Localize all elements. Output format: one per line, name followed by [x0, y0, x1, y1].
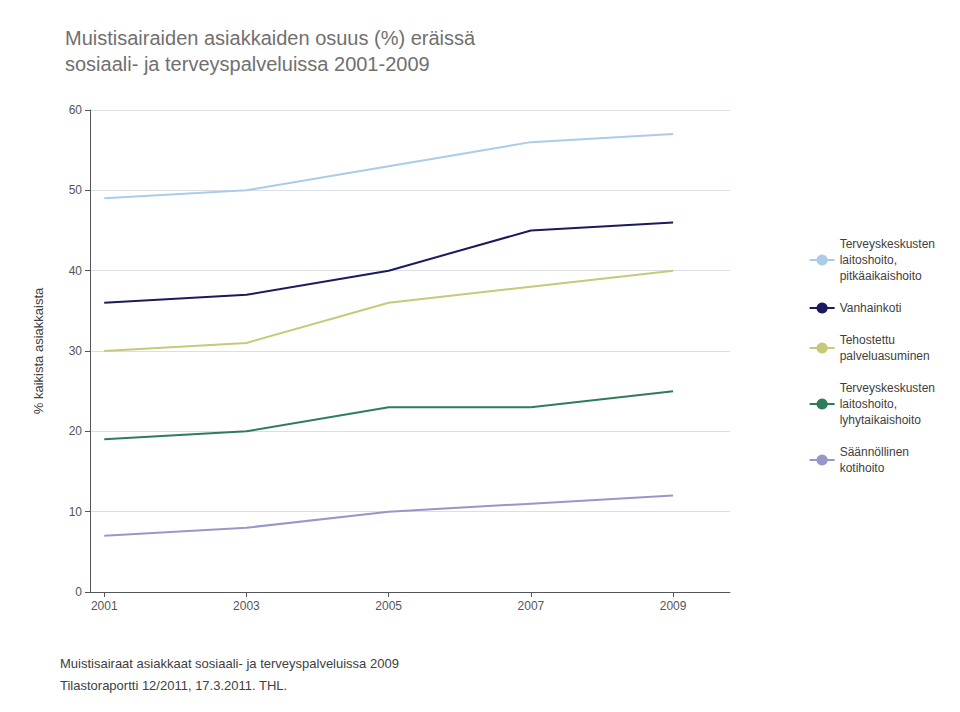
svg-text:% kaikista asiakkaista: % kaikista asiakkaista [31, 287, 46, 414]
svg-text:lyhytaikaishoito: lyhytaikaishoito [840, 413, 922, 427]
svg-text:Terveyskeskusten: Terveyskeskusten [840, 237, 935, 251]
svg-text:2007: 2007 [518, 599, 545, 613]
svg-text:10: 10 [69, 505, 83, 519]
svg-text:2009: 2009 [660, 599, 687, 613]
svg-text:20: 20 [69, 424, 83, 438]
svg-text:laitoshoito,: laitoshoito, [840, 397, 897, 411]
svg-text:Terveyskeskusten: Terveyskeskusten [840, 381, 935, 395]
svg-text:60: 60 [69, 103, 83, 117]
svg-text:2003: 2003 [233, 599, 260, 613]
svg-text:30: 30 [69, 344, 83, 358]
svg-text:2001: 2001 [91, 599, 118, 613]
svg-text:Muistisairaat asiakkaat sosiaa: Muistisairaat asiakkaat sosiaali- ja ter… [60, 656, 399, 671]
svg-text:40: 40 [69, 264, 83, 278]
svg-text:Vanhainkoti: Vanhainkoti [840, 301, 902, 315]
svg-text:0: 0 [75, 585, 82, 599]
svg-text:kotihoito: kotihoito [840, 461, 885, 475]
svg-text:2005: 2005 [375, 599, 402, 613]
svg-text:Muistisairaiden asiakkaiden os: Muistisairaiden asiakkaiden osuus (%) er… [65, 27, 476, 49]
svg-text:Tilastoraportti 12/2011, 17.3.: Tilastoraportti 12/2011, 17.3.2011. THL. [60, 678, 287, 693]
svg-text:Säännöllinen: Säännöllinen [840, 445, 909, 459]
svg-text:laitoshoito,: laitoshoito, [840, 253, 897, 267]
svg-text:50: 50 [69, 183, 83, 197]
svg-text:Tehostettu: Tehostettu [840, 333, 895, 347]
svg-text:sosiaali- ja terveyspalveluiss: sosiaali- ja terveyspalveluissa 2001-200… [65, 53, 430, 75]
svg-text:palveluasuminen: palveluasuminen [840, 349, 930, 363]
svg-text:pitkäaikaishoito: pitkäaikaishoito [840, 269, 922, 283]
